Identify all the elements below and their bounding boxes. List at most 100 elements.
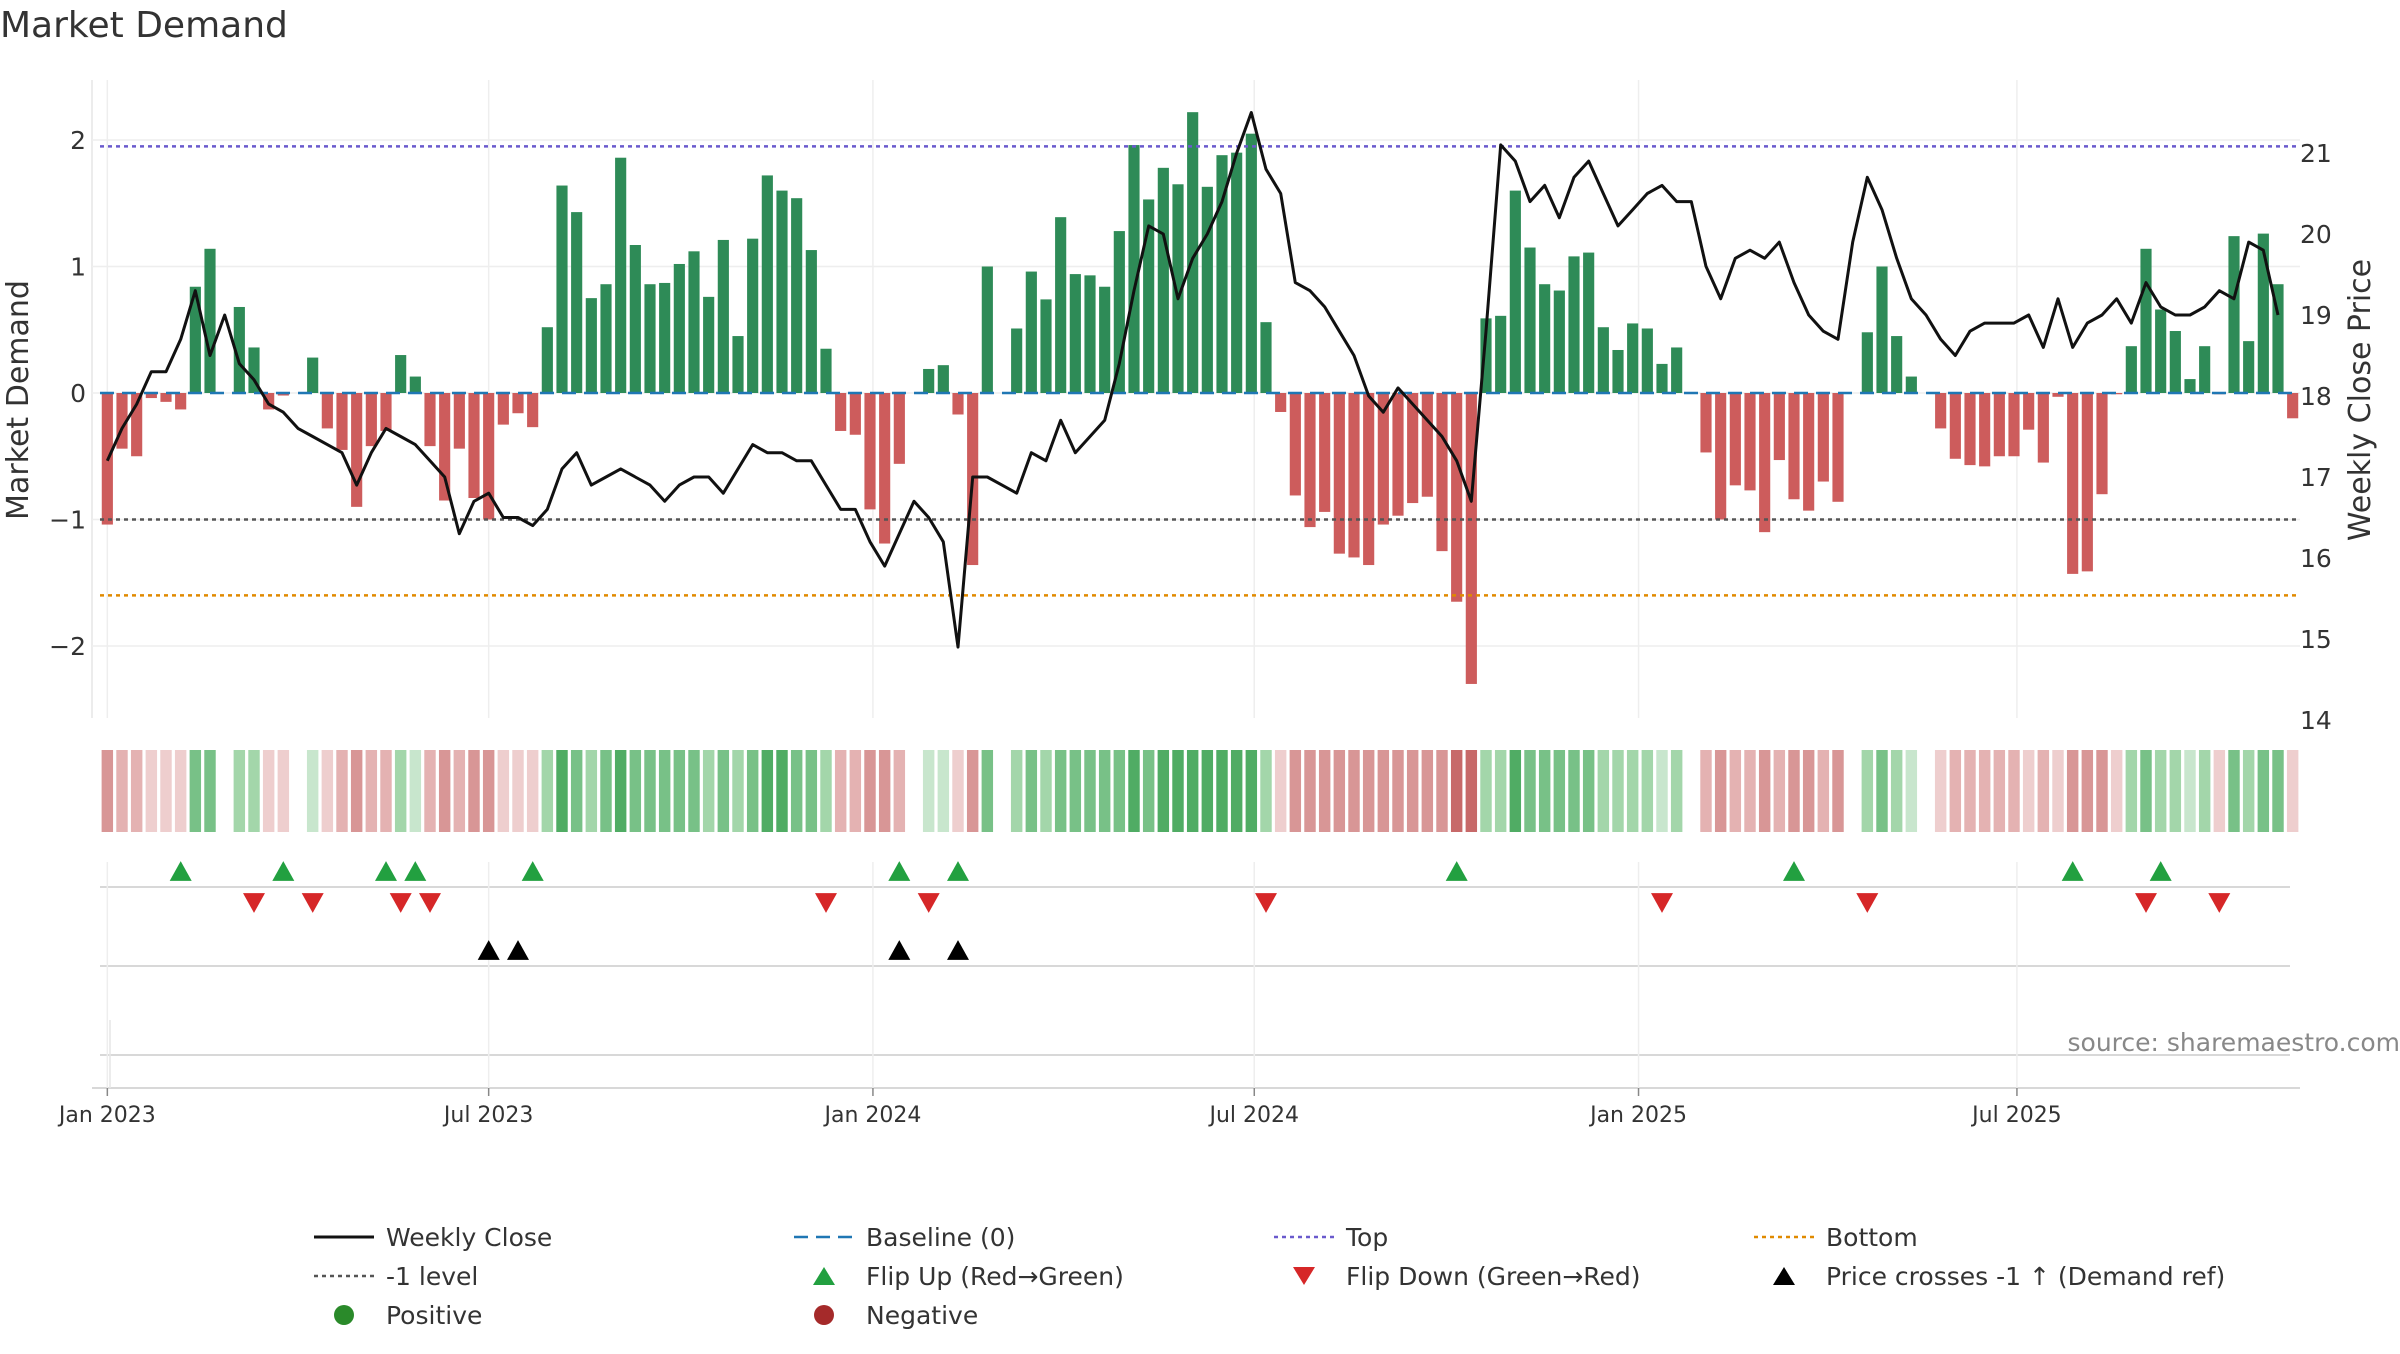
heat-cell (1554, 750, 1565, 832)
heat-cell (1114, 750, 1125, 832)
cross-up-marker (888, 940, 910, 960)
demand-bar (659, 283, 670, 393)
demand-bar (2067, 393, 2078, 574)
heat-cell (1583, 750, 1594, 832)
demand-bar (1290, 393, 1301, 495)
heat-cell (146, 750, 157, 832)
legend-label: Negative (866, 1301, 978, 1330)
demand-bar (718, 240, 729, 393)
flip-up-marker (375, 861, 397, 881)
heat-cell (2052, 750, 2063, 832)
cross-up-marker (478, 940, 500, 960)
heat-cell (1906, 750, 1917, 832)
heat-cell (512, 750, 523, 832)
heat-cell (2008, 750, 2019, 832)
heat-cell (2243, 750, 2254, 832)
heat-cell (1495, 750, 1506, 832)
demand-bar (2228, 236, 2239, 393)
heat-cell (1187, 750, 1198, 832)
heat-cell (2272, 750, 2283, 832)
demand-bar (2140, 249, 2151, 393)
heat-cell (586, 750, 597, 832)
heat-cell (1422, 750, 1433, 832)
demand-bar (1598, 327, 1609, 393)
flip-up-marker (1783, 861, 1805, 881)
heat-cell (923, 750, 934, 832)
heat-cell (424, 750, 435, 832)
heat-cell (2228, 750, 2239, 832)
heat-cell (1040, 750, 1051, 832)
heat-cell (1158, 750, 1169, 832)
heat-cell (483, 750, 494, 832)
heat-cell (762, 750, 773, 832)
legend-swatch (334, 1305, 354, 1325)
y-tick-label: −2 (49, 632, 86, 661)
demand-bar (1231, 153, 1242, 393)
demand-bar (1583, 253, 1594, 393)
demand-bar (864, 393, 875, 509)
demand-bar (850, 393, 861, 435)
heat-cell (1598, 750, 1609, 832)
demand-bar (1099, 287, 1110, 393)
demand-bar (1935, 393, 1946, 428)
heat-cell (468, 750, 479, 832)
heat-cell (1216, 750, 1227, 832)
heat-cell (527, 750, 538, 832)
x-tick-label: Jul 2024 (1208, 1103, 1300, 1128)
legend-swatch (814, 1305, 834, 1325)
heat-cell (615, 750, 626, 832)
demand-bar (894, 393, 905, 464)
flip-up-marker (2150, 861, 2172, 881)
demand-bar (1319, 393, 1330, 512)
heat-cell (336, 750, 347, 832)
heat-cell (380, 750, 391, 832)
demand-bar (1950, 393, 1961, 459)
legend-item-bottom: Bottom (1754, 1223, 1918, 1252)
flip-up-marker (404, 861, 426, 881)
heat-cell (1334, 750, 1345, 832)
demand-bar (776, 191, 787, 393)
demand-bar (2038, 393, 2049, 463)
heat-cell (600, 750, 611, 832)
y2-tick-label: 14 (2300, 706, 2332, 735)
demand-bar (1070, 274, 1081, 393)
demand-bar (674, 264, 685, 393)
demand-bar (2170, 331, 2181, 393)
demand-bar (688, 251, 699, 393)
heat-cell (894, 750, 905, 832)
demand-bar (1026, 272, 1037, 393)
heat-cell (454, 750, 465, 832)
legend-label: Flip Down (Green→Red) (1346, 1262, 1641, 1291)
demand-bar (1774, 393, 1785, 460)
flip-up-marker (1446, 861, 1468, 881)
demand-bar (1275, 393, 1286, 412)
heat-cell (1128, 750, 1139, 832)
demand-bar (395, 355, 406, 393)
demand-bar (1348, 393, 1359, 557)
demand-bar (1656, 364, 1667, 393)
demand-bar (336, 393, 347, 450)
demand-bar (380, 393, 391, 431)
heat-cell (556, 750, 567, 832)
flip-up-marker (888, 861, 910, 881)
demand-bar (1642, 328, 1653, 393)
heat-cell (1319, 750, 1330, 832)
demand-bar (1554, 291, 1565, 393)
heat-cell (1290, 750, 1301, 832)
demand-bar (806, 250, 817, 393)
demand-bar (835, 393, 846, 431)
heat-cell (2155, 750, 2166, 832)
demand-bar (952, 393, 963, 415)
demand-bar (1891, 336, 1902, 393)
x-tick-label: Jul 2023 (442, 1103, 534, 1128)
demand-bar (1436, 393, 1447, 551)
demand-bar (938, 365, 949, 393)
heat-cell (644, 750, 655, 832)
legend-label: Price crosses -1 ↑ (Demand ref) (1826, 1262, 2225, 1291)
flip-up-marker (2062, 861, 2084, 881)
heat-cell (1774, 750, 1785, 832)
flip-up-marker (170, 861, 192, 881)
heat-cell (1304, 750, 1315, 832)
demand-bar (1906, 377, 1917, 393)
heat-cell (1759, 750, 1770, 832)
